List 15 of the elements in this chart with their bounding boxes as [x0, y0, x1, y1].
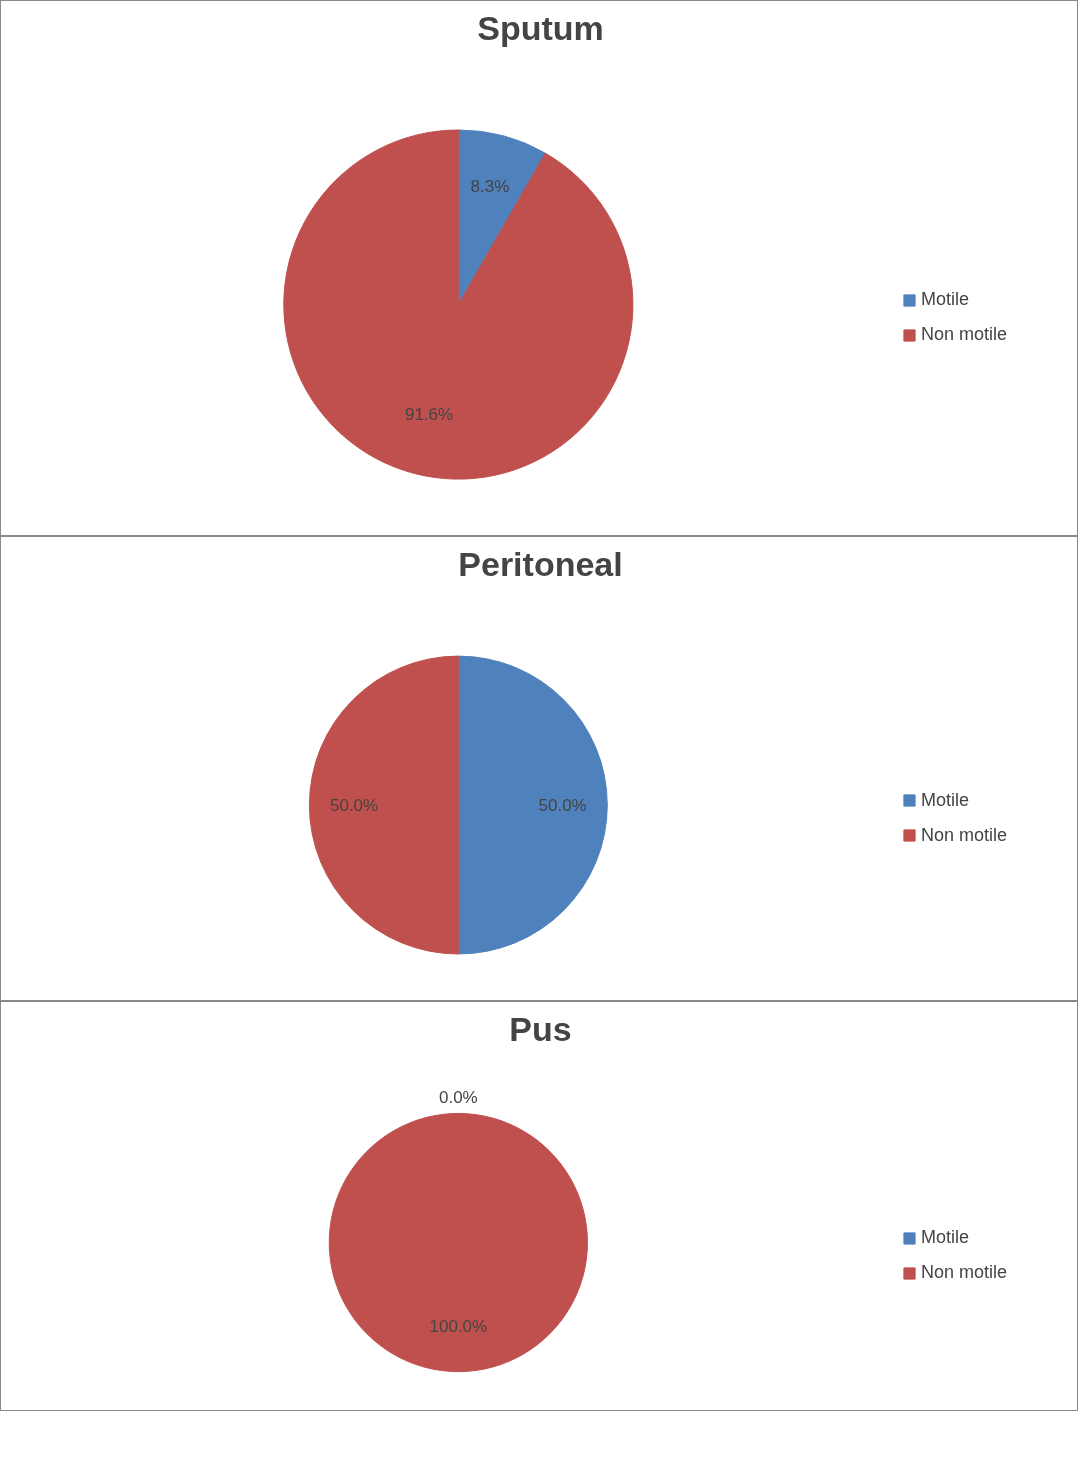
data-label: 50.0% — [538, 795, 587, 815]
legend-label: Motile — [921, 289, 970, 310]
data-label: 50.0% — [329, 795, 379, 815]
legend-label: Non motile — [921, 324, 1008, 345]
text: 0.0% — [438, 1087, 478, 1107]
data-label: 8.3% — [470, 176, 510, 196]
legend-label: Non motile — [921, 1262, 1008, 1283]
legend-label: Non motile — [921, 824, 1008, 846]
data-label: 91.6% — [404, 404, 454, 424]
chart-title: Pus — [509, 1009, 572, 1048]
legend-label: Motile — [921, 789, 970, 811]
legend-label: Motile — [921, 1227, 970, 1248]
chart-title: Sputum — [477, 8, 604, 47]
data-label: 100.0% — [429, 1317, 488, 1337]
chart-title: Peritoneal — [458, 544, 623, 583]
